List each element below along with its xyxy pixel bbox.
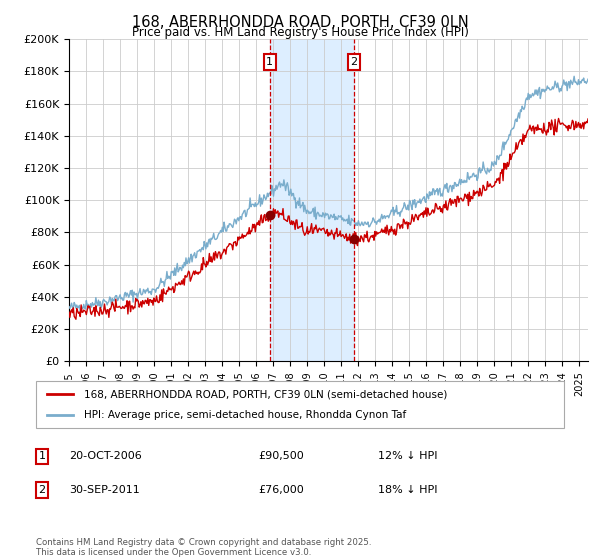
Text: 2: 2 <box>350 57 358 67</box>
Text: 18% ↓ HPI: 18% ↓ HPI <box>378 485 437 495</box>
Text: 1: 1 <box>38 451 46 461</box>
Text: £90,500: £90,500 <box>258 451 304 461</box>
Text: Price paid vs. HM Land Registry's House Price Index (HPI): Price paid vs. HM Land Registry's House … <box>131 26 469 39</box>
Text: Contains HM Land Registry data © Crown copyright and database right 2025.
This d: Contains HM Land Registry data © Crown c… <box>36 538 371 557</box>
Text: 12% ↓ HPI: 12% ↓ HPI <box>378 451 437 461</box>
Text: 168, ABERRHONDDA ROAD, PORTH, CF39 0LN: 168, ABERRHONDDA ROAD, PORTH, CF39 0LN <box>131 15 469 30</box>
FancyBboxPatch shape <box>36 381 564 428</box>
Text: 2: 2 <box>38 485 46 495</box>
Text: 168, ABERRHONDDA ROAD, PORTH, CF39 0LN (semi-detached house): 168, ABERRHONDDA ROAD, PORTH, CF39 0LN (… <box>83 389 447 399</box>
Bar <box>270 39 354 361</box>
Text: HPI: Average price, semi-detached house, Rhondda Cynon Taf: HPI: Average price, semi-detached house,… <box>83 410 406 420</box>
Text: 30-SEP-2011: 30-SEP-2011 <box>69 485 140 495</box>
Text: £76,000: £76,000 <box>258 485 304 495</box>
Text: 20-OCT-2006: 20-OCT-2006 <box>69 451 142 461</box>
Text: 1: 1 <box>266 57 273 67</box>
